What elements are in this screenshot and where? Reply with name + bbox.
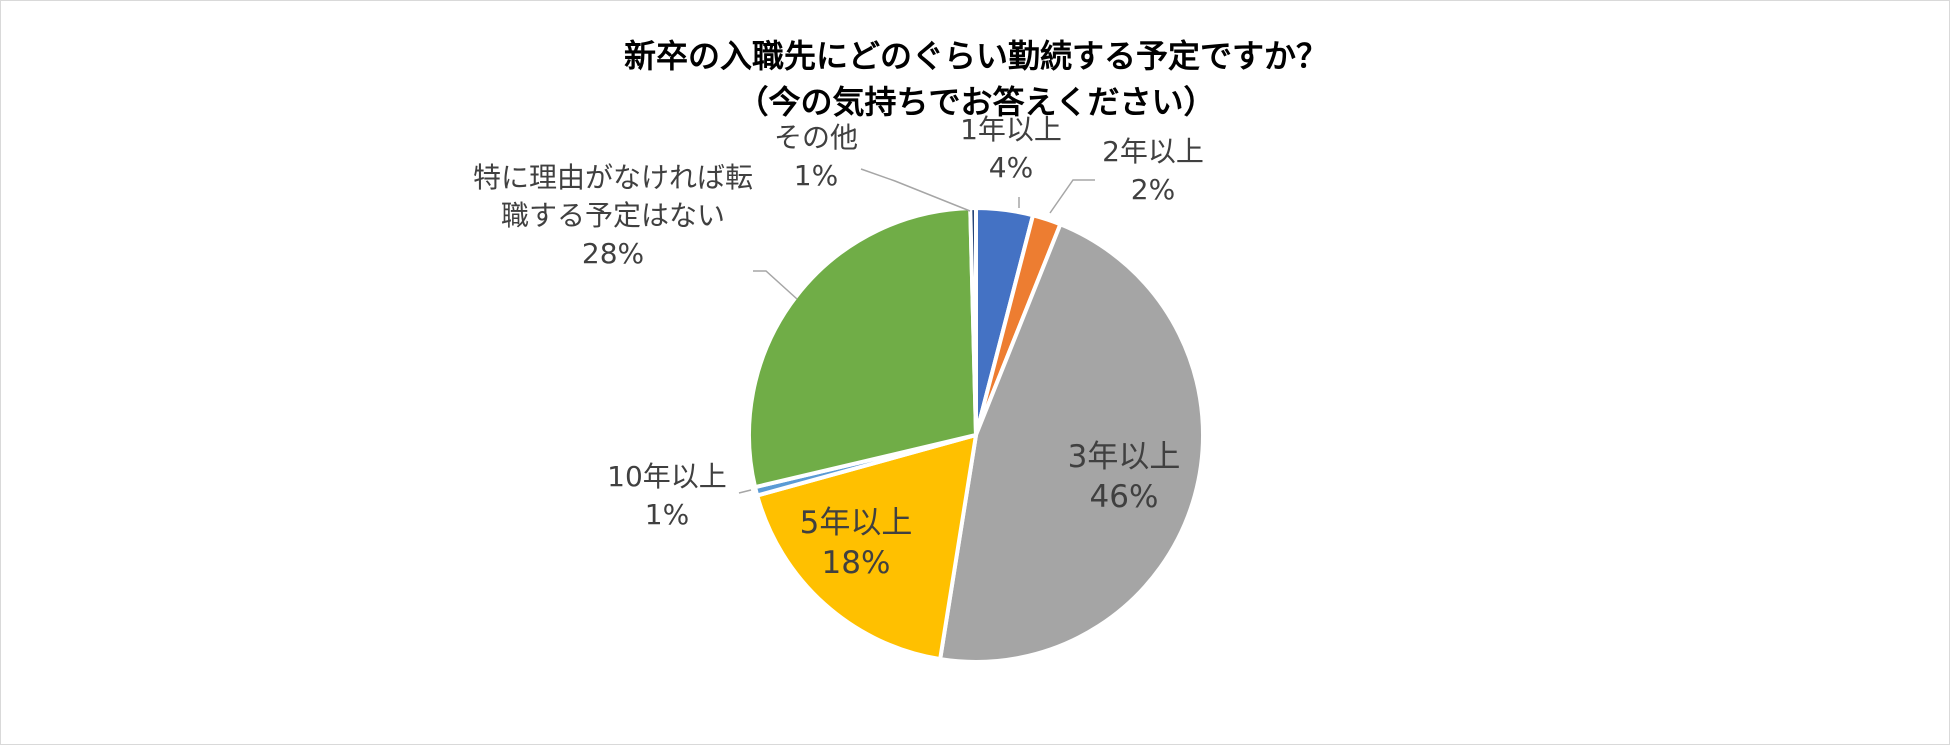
data-label-category: 職する予定はない	[501, 199, 725, 232]
data-label-5y: 5年以上 18%	[800, 505, 913, 581]
data-label-percent: 4%	[989, 151, 1033, 184]
data-label-1y: 1年以上 4%	[960, 113, 1062, 184]
leader-line-none	[753, 270, 798, 300]
pie-slice-none	[747, 206, 978, 490]
data-label-category: 2年以上	[1102, 135, 1204, 168]
data-label-category: その他	[774, 121, 858, 154]
pie-slice-3y	[938, 222, 1205, 664]
chart-subtitle: （今の気持ちでお答えください）	[736, 83, 1215, 121]
pie-slice-5y	[755, 433, 978, 662]
data-label-percent: 1%	[645, 498, 689, 531]
data-label-2y: 2年以上 2%	[1102, 135, 1204, 206]
data-label-category: 特に理由がなければ転	[473, 161, 753, 194]
leader-lines	[738, 168, 1095, 494]
data-label-category: 10年以上	[607, 460, 727, 493]
leader-line-2y	[1049, 179, 1095, 214]
data-label-10y: 10年以上 1%	[607, 460, 727, 531]
data-label-percent: 18%	[822, 545, 891, 581]
data-label-category: 1年以上	[960, 113, 1062, 146]
pie-slices	[747, 205, 1205, 664]
leader-line-10y	[738, 489, 752, 494]
pie-slice-other	[968, 205, 978, 437]
data-label-percent: 2%	[1131, 173, 1175, 206]
data-label-percent: 1%	[794, 159, 838, 192]
leader-line-other	[860, 168, 971, 212]
data-label-category: 3年以上	[1068, 439, 1181, 475]
data-label-percent: 46%	[1090, 479, 1159, 515]
data-label-category: 5年以上	[800, 505, 913, 541]
data-label-percent: 28%	[582, 237, 644, 270]
chart-title: 新卒の入職先にどのぐらい勤続する予定ですか？	[624, 37, 1328, 75]
data-label-none: 特に理由がなければ転職する予定はない 28%	[473, 161, 753, 270]
data-label-other: その他 1%	[774, 121, 858, 192]
data-labels: 1年以上 4% 2年以上 2% 3年以上 46% 5年以上 18% 10年以上 1% 特に理由がなけ…	[473, 113, 1204, 581]
data-label-3y: 3年以上 46%	[1068, 439, 1181, 515]
